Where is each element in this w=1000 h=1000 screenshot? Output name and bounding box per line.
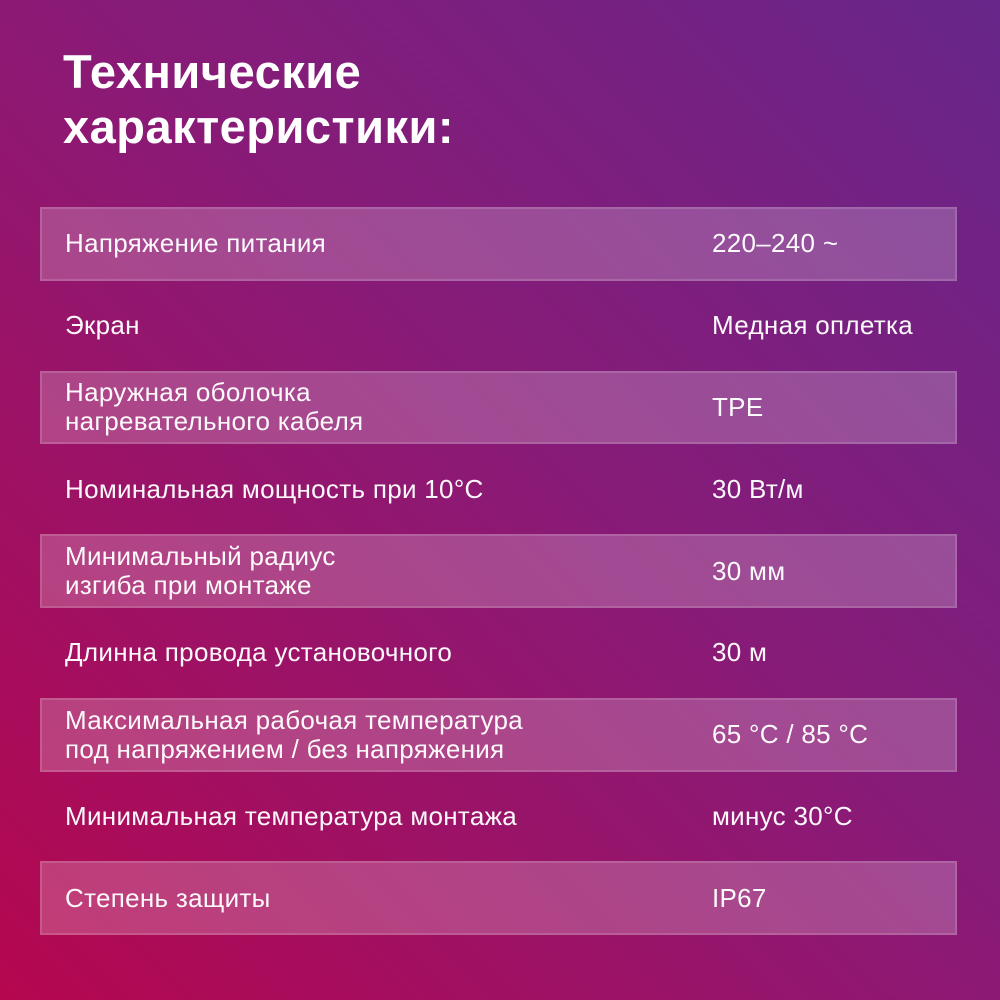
spec-label: Длинна провода установочного xyxy=(40,638,712,667)
spec-value: 30 м xyxy=(712,637,768,668)
spec-value: IP67 xyxy=(712,882,767,913)
spec-value: минус 30°C xyxy=(712,800,853,831)
spec-label-line1: Длинна провода установочного xyxy=(65,637,453,668)
spec-label-line2: изгиба при монтаже xyxy=(65,570,312,601)
spec-row: Напряжение питания 220–240 ~ xyxy=(40,203,957,285)
spec-label: Экран xyxy=(40,311,712,340)
spec-label: Наружная оболочка нагревательного кабеля xyxy=(40,378,712,436)
spec-row: Номинальная мощность при 10°C 30 Вт/м xyxy=(40,448,957,530)
spec-value: 220–240 ~ xyxy=(712,228,839,259)
spec-label: Минимальная температура монтажа xyxy=(40,800,712,831)
spec-label: Номинальная мощность при 10°C xyxy=(40,473,712,504)
spec-label-line1: Наружная оболочка xyxy=(65,377,311,408)
spec-row: Длинна провода установочного 30 м xyxy=(40,612,957,694)
page-title-line1: Технические xyxy=(63,45,362,98)
spec-label-line1: Минимальная температура монтажа xyxy=(65,800,518,831)
spec-label-line2: нагревательного кабеля xyxy=(65,406,364,437)
spec-label: Минимальный радиус изгиба при монтаже xyxy=(40,540,712,601)
spec-label-line1: Номинальная мощность при 10°C xyxy=(65,473,484,504)
spec-label-line1: Степень защиты xyxy=(65,882,271,913)
spec-label: Напряжение питания xyxy=(40,229,712,258)
spec-label-line1: Максимальная рабочая температура xyxy=(65,704,524,735)
spec-value: 65 °C / 85 °C xyxy=(712,719,869,750)
page-title: Технические характеристики: xyxy=(63,44,454,155)
spec-row: Наружная оболочка нагревательного кабеля… xyxy=(40,367,957,449)
spec-label-line2: под напряжением / без напряжения xyxy=(65,733,505,764)
spec-value: Медная оплетка xyxy=(712,310,913,341)
spec-row: Минимальная температура монтажа минус 30… xyxy=(40,776,957,858)
spec-row: Степень защиты IP67 xyxy=(40,857,957,939)
spec-value: 30 мм xyxy=(712,555,786,586)
spec-row: Максимальная рабочая температура под нап… xyxy=(40,694,957,776)
spec-label-line1: Напряжение питания xyxy=(65,228,327,259)
spec-label: Степень защиты xyxy=(40,882,712,913)
spec-value: TPE xyxy=(712,391,764,422)
spec-value: 30 Вт/м xyxy=(712,473,804,504)
spec-label: Максимальная рабочая температура под нап… xyxy=(40,704,712,764)
spec-row: Экран Медная оплетка xyxy=(40,285,957,367)
page-title-line2: характеристики: xyxy=(63,100,455,154)
spec-table: Напряжение питания 220–240 ~ Экран Медна… xyxy=(40,203,957,939)
spec-label-line1: Минимальный радиус xyxy=(65,540,336,571)
spec-label-line1: Экран xyxy=(65,310,140,341)
spec-row: Минимальный радиус изгиба при монтаже 30… xyxy=(40,530,957,612)
